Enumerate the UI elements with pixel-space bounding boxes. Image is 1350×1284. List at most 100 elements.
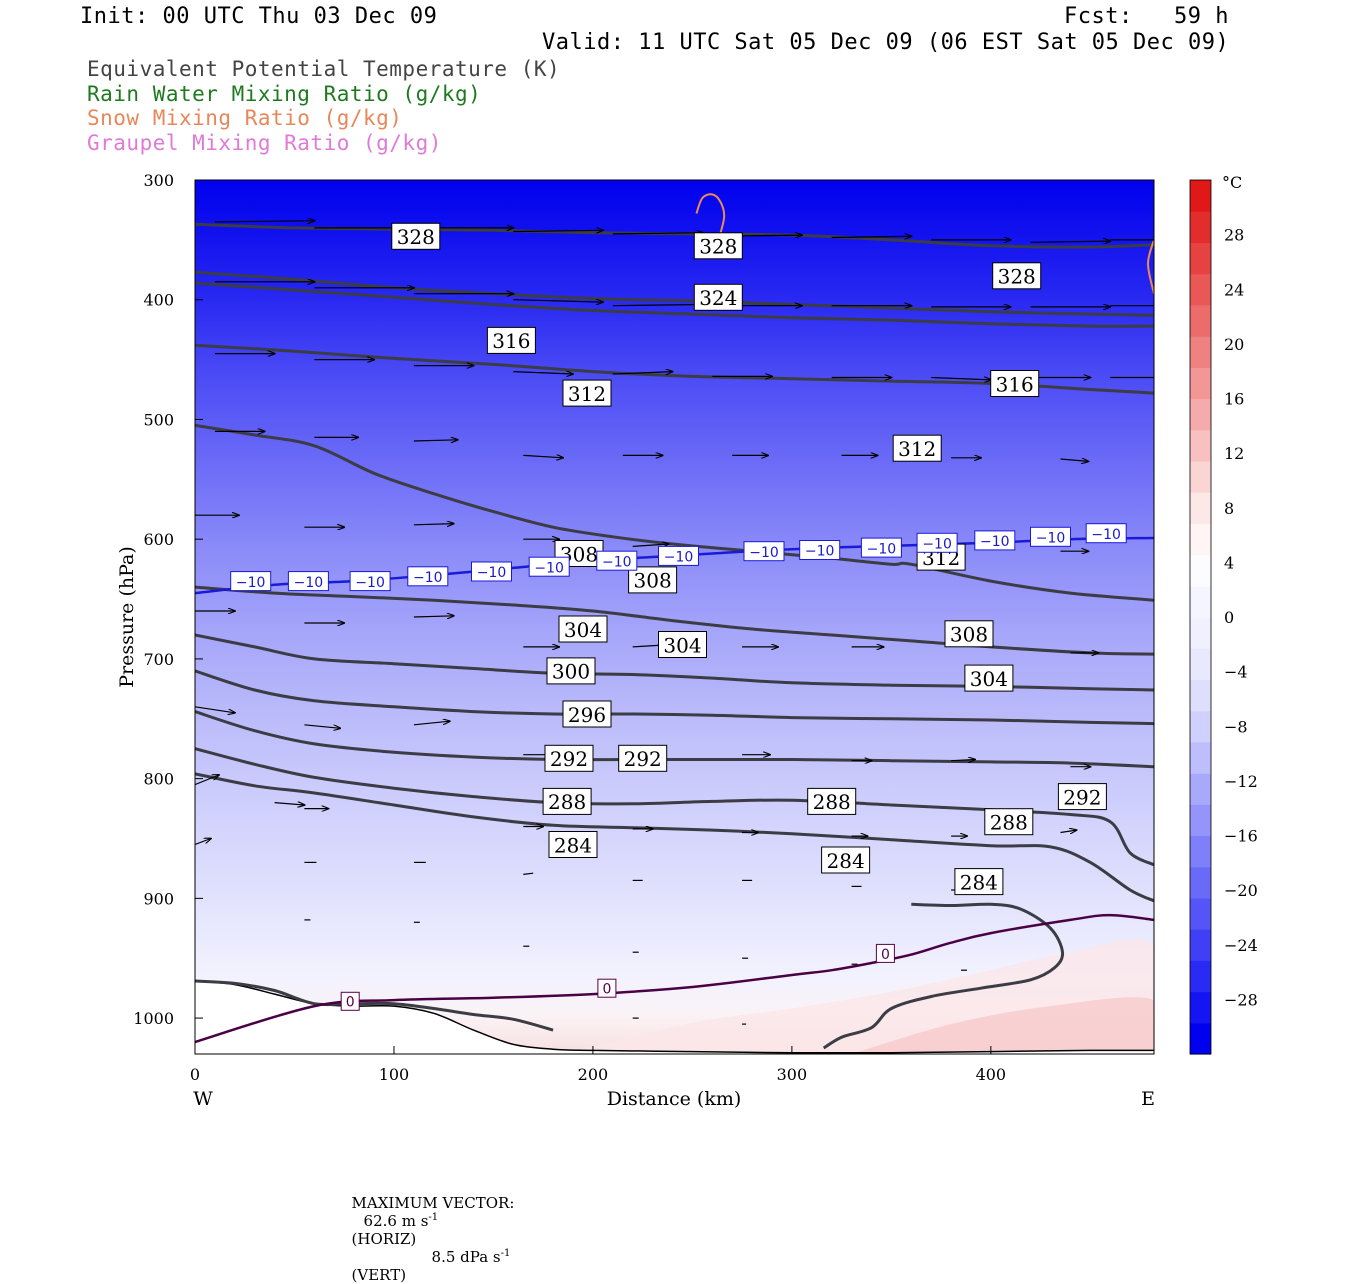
colorbar-segment bbox=[1190, 929, 1211, 961]
x-tick-label: 400 bbox=[976, 1065, 1007, 1084]
theta-e-label: 284 bbox=[954, 868, 1004, 896]
colorbar-segment bbox=[1190, 991, 1211, 1024]
y-tick-label: 700 bbox=[143, 650, 174, 669]
y-tick-label: 900 bbox=[143, 889, 174, 908]
theta-e-contour-288 bbox=[195, 772, 1154, 903]
theta-e-label: 284 bbox=[821, 846, 871, 874]
wind-vector bbox=[413, 440, 458, 441]
svg-text:−10: −10 bbox=[602, 554, 632, 570]
wind-vector bbox=[195, 706, 235, 713]
colorbar-segment bbox=[1190, 367, 1211, 400]
svg-text:−10: −10 bbox=[413, 570, 443, 586]
snow-contour-1 bbox=[1146, 239, 1154, 294]
wind-vector bbox=[413, 616, 454, 617]
isotherm-minus10-label: −10 bbox=[1085, 523, 1127, 544]
isotherm-minus10-label: −10 bbox=[287, 571, 329, 592]
theta-e-label: 328 bbox=[391, 222, 441, 250]
wind-vector bbox=[195, 839, 211, 846]
theta-e-label: 308 bbox=[944, 620, 994, 648]
wind-vector bbox=[1030, 241, 1111, 242]
theta-e-label: 304 bbox=[658, 631, 707, 658]
legend-graupel: Graupel Mixing Ratio (g/kg) bbox=[87, 131, 442, 155]
vert-exponent: -1 bbox=[500, 1248, 511, 1259]
svg-text:312: 312 bbox=[568, 382, 606, 406]
colorbar-tick-label: −12 bbox=[1224, 772, 1258, 791]
temperature-fill-background bbox=[195, 180, 1154, 1054]
svg-text:292: 292 bbox=[1063, 785, 1101, 809]
theta-e-contour-324 bbox=[195, 270, 1154, 317]
theta-e-label: 300 bbox=[546, 657, 596, 685]
wind-vector bbox=[274, 803, 305, 805]
isotherm-zero-label: 0 bbox=[875, 943, 895, 963]
y-tick-label: 400 bbox=[143, 291, 174, 310]
isotherm-minus10-label: −10 bbox=[596, 550, 638, 571]
x-tick-label: 300 bbox=[777, 1065, 808, 1084]
isotherm-minus10-label: −10 bbox=[349, 571, 391, 592]
isotherm-minus10-label: −10 bbox=[860, 537, 902, 558]
colorbar-frame bbox=[1189, 179, 1212, 1055]
svg-text:304: 304 bbox=[564, 618, 602, 642]
forecast-hour-label: Fcst: 59 h bbox=[1064, 4, 1229, 29]
temperature-fill bbox=[195, 180, 1154, 1054]
theta-e-label: 288 bbox=[984, 808, 1034, 836]
svg-text:292: 292 bbox=[624, 747, 662, 771]
legend-theta-e: Equivalent Potential Temperature (K) bbox=[87, 57, 561, 81]
colorbar: 28 24 20 16 12 8 4 0 −4 −8 −12 −16 −20 −24 −28 bbox=[1189, 179, 1258, 1055]
colorbar-tick-label: 16 bbox=[1224, 390, 1244, 409]
svg-text:−10: −10 bbox=[749, 545, 779, 561]
horiz-max-value: 62.6 m s bbox=[363, 1212, 429, 1230]
max-vector-caption: MAXIMUM VECTOR: 62.6 m s-1 (HORIZ) 8.5 d… bbox=[342, 1176, 515, 1284]
isotherm-minus10-label: −10 bbox=[974, 530, 1016, 551]
wind-vector bbox=[931, 378, 991, 380]
colorbar-segment bbox=[1190, 585, 1211, 618]
wind-vector bbox=[214, 221, 315, 222]
colorbar-segment bbox=[1190, 804, 1211, 837]
theta-e-label: 312 bbox=[562, 379, 612, 407]
theta-e-label: 308 bbox=[628, 566, 678, 594]
theta-e-contour-300 bbox=[195, 669, 1154, 726]
colorbar-segment bbox=[1190, 866, 1211, 899]
isotherm-minus10-label: −10 bbox=[916, 532, 958, 553]
y-tick-label: 500 bbox=[143, 410, 174, 429]
theta-e-label: 292 bbox=[544, 744, 594, 772]
colorbar-tick-label: 0 bbox=[1224, 608, 1234, 627]
isotherm-minus10-label: −10 bbox=[407, 566, 449, 587]
theta-e-label: 304 bbox=[558, 615, 608, 643]
colorbar-tick-label: −24 bbox=[1224, 936, 1258, 955]
legend-snow: Snow Mixing Ratio (g/kg) bbox=[87, 106, 403, 130]
y-tick-label: 600 bbox=[143, 530, 174, 549]
colorbar-segment bbox=[1190, 960, 1211, 993]
svg-text:328: 328 bbox=[699, 235, 737, 259]
svg-text:284: 284 bbox=[554, 833, 592, 857]
contour-labels: 328 3283283243163163123123123083083083043… bbox=[230, 222, 1127, 1011]
theta-e-label: 292 bbox=[1057, 783, 1107, 811]
colorbar-tick-label: 4 bbox=[1224, 553, 1234, 572]
wind-vector bbox=[951, 760, 975, 761]
colorbar-tick-label: −4 bbox=[1224, 663, 1248, 682]
theta-e-label: 284 bbox=[548, 831, 598, 858]
theta-e-label: 316 bbox=[990, 370, 1040, 397]
svg-text:−10: −10 bbox=[867, 541, 897, 557]
isotherm-zero-label: 0 bbox=[340, 991, 360, 1011]
wind-vector bbox=[632, 544, 669, 546]
colorbar-segment bbox=[1190, 523, 1211, 556]
theta-e-label: 288 bbox=[542, 787, 592, 815]
horiz-exponent: -1 bbox=[428, 1212, 439, 1223]
warm-core-fill bbox=[851, 997, 1154, 1054]
isotherm-minus10-label: −10 bbox=[743, 541, 785, 562]
valid-time-label: Valid: 11 UTC Sat 05 Dec 09 (06 EST Sat … bbox=[542, 30, 1230, 55]
svg-text:−10: −10 bbox=[664, 550, 694, 566]
colorbar-segment bbox=[1190, 617, 1211, 649]
legend-rain-water: Rain Water Mixing Ratio (g/kg) bbox=[87, 82, 482, 106]
isotherm-minus10-label: −10 bbox=[528, 556, 570, 577]
colorbar-segment bbox=[1190, 429, 1211, 462]
isotherm-minus10-label: −10 bbox=[658, 545, 699, 566]
wind-vector bbox=[513, 300, 603, 302]
colorbar-segment bbox=[1190, 180, 1211, 212]
cross-section-figure: 328 3283283243163163123123123083083083043… bbox=[116, 171, 1258, 1110]
x-axis-west-label: W bbox=[193, 1088, 213, 1110]
svg-text:0: 0 bbox=[881, 947, 890, 963]
colorbar-tick-label: −16 bbox=[1224, 827, 1258, 846]
plot-frame bbox=[194, 179, 1155, 1055]
svg-text:−10: −10 bbox=[922, 537, 952, 553]
